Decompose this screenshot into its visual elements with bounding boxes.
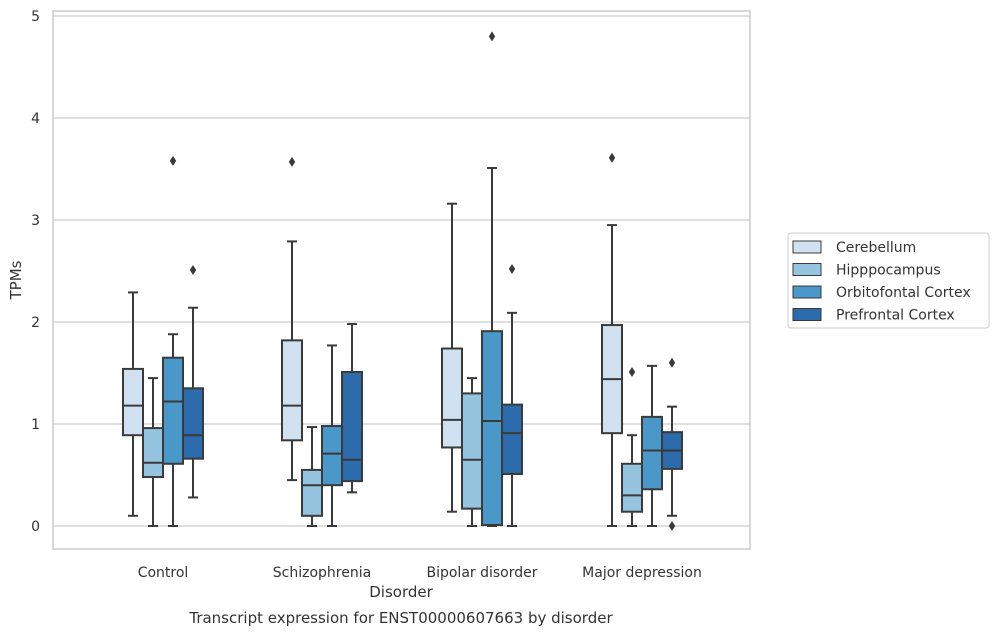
box-prefrontal-cortex <box>182 264 204 499</box>
box-iqr <box>162 356 184 465</box>
x-tick-label: Bipolar disorder <box>426 565 537 581</box>
box-orbitofontal-cortex <box>162 155 184 527</box>
box-iqr <box>281 339 303 442</box>
box-hipppocampus <box>142 377 164 527</box>
box-cerebellum <box>441 202 463 513</box>
box-iqr <box>641 415 663 491</box>
y-tick-label: 2 <box>31 315 40 331</box>
y-tick-label: 3 <box>31 213 40 229</box>
box-iqr <box>182 387 204 460</box>
box-orbitofontal-cortex <box>321 344 343 527</box>
box-hipppocampus <box>461 377 483 527</box>
box-iqr <box>122 367 144 437</box>
outlier-point <box>608 152 616 163</box>
y-tick-label: 4 <box>31 111 40 127</box>
box-iqr <box>621 462 643 513</box>
box-hipppocampus <box>301 426 323 527</box>
box-orbitofontal-cortex <box>641 364 663 527</box>
legend-label: Hipppocampus <box>836 263 941 279</box>
legend-swatch <box>792 308 822 321</box>
outlier-point <box>169 155 177 166</box>
box-orbitofontal-cortex <box>481 31 503 527</box>
y-tick-labels: 0 1 2 3 4 5 <box>31 9 40 535</box>
box-iqr <box>501 403 523 475</box>
y-tick-label: 5 <box>31 9 40 25</box>
outlier-point <box>189 264 197 275</box>
box-iqr <box>461 392 483 510</box>
box-iqr <box>341 370 363 483</box>
outlier-point <box>508 263 516 274</box>
legend-label: Cerebellum <box>836 240 916 256</box>
legend: Cerebellum Hipppocampus Orbitofontal Corte… <box>787 232 990 329</box>
x-tick-labels: Control Schizophrenia Bipolar disorder Majo… <box>138 565 702 581</box>
box-iqr <box>481 330 503 526</box>
box-iqr <box>321 425 343 487</box>
outlier-point <box>668 357 676 368</box>
box-cerebellum <box>601 152 623 527</box>
outlier-point <box>668 521 676 531</box>
box-cerebellum <box>122 291 144 517</box>
y-axis-title: TPMs <box>7 260 25 300</box>
box-iqr <box>142 427 164 479</box>
box-hipppocampus <box>621 366 643 527</box>
box-series <box>122 31 683 531</box>
box-iqr <box>301 468 323 517</box>
box-prefrontal-cortex <box>501 263 523 527</box>
y-tick-label: 1 <box>31 417 40 433</box>
box-cerebellum <box>281 156 303 482</box>
legend-label: Orbitofontal Cortex <box>836 285 971 301</box>
legend-label: Prefrontal Cortex <box>836 308 955 324</box>
outlier-point <box>488 31 496 42</box>
box-prefrontal-cortex <box>661 357 683 531</box>
x-tick-label: Major depression <box>582 565 702 581</box>
box-iqr <box>441 347 463 449</box>
legend-frame <box>787 232 990 329</box>
chart-caption: Transcript expression for ENST0000060766… <box>188 609 613 627</box>
outlier-point <box>288 156 296 167</box>
y-tick-label: 0 <box>31 519 40 535</box>
x-tick-label: Control <box>138 565 189 581</box>
outlier-point <box>628 366 636 377</box>
legend-swatch <box>792 263 822 276</box>
legend-swatch <box>792 285 822 299</box>
x-axis-title: Disorder <box>369 583 433 601</box>
x-tick-label: Schizophrenia <box>273 565 371 581</box>
legend-swatch <box>792 240 822 254</box>
box-prefrontal-cortex <box>341 323 363 494</box>
